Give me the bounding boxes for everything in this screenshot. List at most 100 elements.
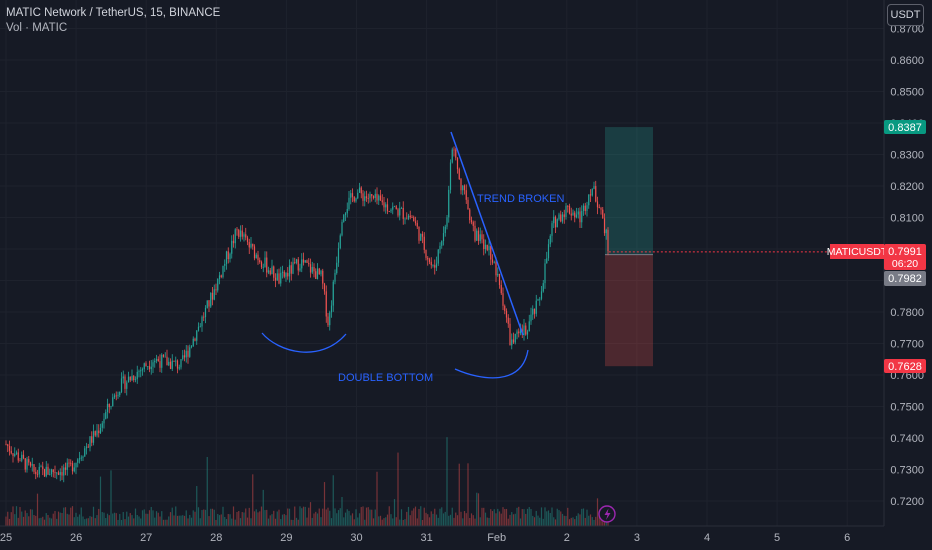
candle-body: [519, 329, 522, 334]
volume-bar: [350, 515, 352, 526]
candle-body: [490, 246, 492, 260]
candle-body: [512, 339, 515, 343]
candle-body: [199, 326, 201, 328]
candle-body: [593, 186, 595, 189]
volume-bar: [77, 516, 79, 526]
volume-bar: [52, 513, 54, 526]
candle-body: [509, 323, 511, 346]
long-position-tool[interactable]: [605, 127, 653, 367]
candle-body: [309, 264, 312, 273]
candle-body: [402, 208, 404, 219]
volume-bar: [250, 518, 252, 526]
candle-body: [28, 459, 30, 463]
volume-bar: [164, 519, 166, 526]
candle-body: [92, 431, 95, 443]
volume-bar: [406, 511, 408, 526]
volume-bar: [159, 516, 161, 526]
volume-bar: [304, 506, 306, 526]
candle-body: [455, 149, 457, 158]
time-axis[interactable]: 25 26 27 28 29 30 31 Feb 2 3 4 5 6: [0, 532, 850, 544]
double-bottom-right-arc[interactable]: [454, 349, 529, 379]
drawings-layer[interactable]: DOUBLE BOTTOM TREND BROKEN: [261, 131, 564, 384]
volume-bar: [35, 515, 37, 526]
candle-body: [407, 215, 410, 219]
volume-bar: [192, 510, 194, 526]
candle-body: [444, 226, 446, 234]
lightning-icon[interactable]: [598, 505, 616, 523]
loss-zone[interactable]: [605, 254, 653, 367]
volume-bar: [588, 515, 590, 526]
candle-body: [288, 265, 291, 277]
volume-bar: [486, 517, 488, 526]
volume-bar: [561, 513, 564, 526]
volume-bar: [295, 517, 298, 526]
stop-loss-label: 0.7628: [888, 361, 922, 373]
time-tick-label: 30: [350, 532, 362, 544]
candle-body: [568, 205, 571, 214]
volume-bar: [70, 507, 72, 526]
candle-body: [148, 366, 151, 370]
candle-body: [105, 412, 107, 419]
candle-body: [38, 466, 40, 475]
volume-bar: [63, 507, 65, 526]
volume-bar: [239, 518, 242, 526]
candle-body: [591, 188, 593, 196]
volume-bar: [542, 518, 544, 526]
price-tick-label: 0.7700: [890, 339, 924, 351]
volume-bar: [211, 508, 214, 526]
volume-bar: [558, 510, 560, 526]
time-tick-label: 2: [564, 532, 570, 544]
volume-bar: [31, 509, 33, 526]
candle-body: [238, 229, 240, 237]
candle-body: [386, 204, 389, 212]
volume-bar: [344, 512, 347, 526]
candle-body: [323, 283, 326, 292]
candle-body: [383, 202, 385, 208]
volume-bar: [469, 517, 471, 526]
candle-body: [588, 194, 590, 206]
candle-body: [134, 379, 137, 381]
candle-body: [586, 205, 588, 211]
candle-body: [246, 237, 249, 243]
volume-bar: [306, 517, 308, 526]
volume-bar: [50, 518, 53, 526]
candle-body: [367, 198, 369, 199]
candle-body: [259, 260, 261, 263]
currency-button[interactable]: USDT: [887, 4, 924, 26]
volume-bar: [260, 506, 263, 526]
candle-body: [127, 376, 130, 383]
candle-body: [507, 317, 509, 324]
volume-bar: [462, 518, 464, 526]
candle-body: [344, 213, 347, 216]
volume-bar: [185, 510, 187, 526]
volume-bar: [290, 519, 292, 526]
trend-line[interactable]: [450, 131, 524, 336]
profit-zone[interactable]: [605, 127, 653, 255]
volume-bar: [64, 507, 67, 526]
candle-body: [227, 251, 229, 260]
price-tick-label: 0.8500: [890, 87, 924, 99]
candle-body: [420, 233, 422, 241]
candle-body: [558, 214, 560, 220]
candle-body: [551, 223, 553, 236]
volume-bar: [262, 489, 264, 526]
volume-bar: [392, 518, 394, 526]
double-bottom-left-arc[interactable]: [261, 332, 347, 353]
volume-bar: [323, 482, 326, 526]
candle-body: [322, 270, 324, 284]
candle-body: [232, 240, 235, 244]
candle-body: [399, 208, 401, 216]
volume-bar: [476, 492, 478, 526]
volume-bar: [257, 512, 259, 526]
volume-bar: [66, 513, 68, 526]
candle-body: [241, 230, 243, 237]
candle-body: [476, 230, 478, 241]
volume-bar: [292, 519, 294, 526]
candle-body: [560, 214, 562, 222]
candle-body: [145, 363, 147, 367]
candle-body: [525, 325, 527, 335]
candle-body: [49, 474, 51, 475]
volume-bar: [397, 452, 399, 526]
volume-bar: [498, 511, 501, 526]
